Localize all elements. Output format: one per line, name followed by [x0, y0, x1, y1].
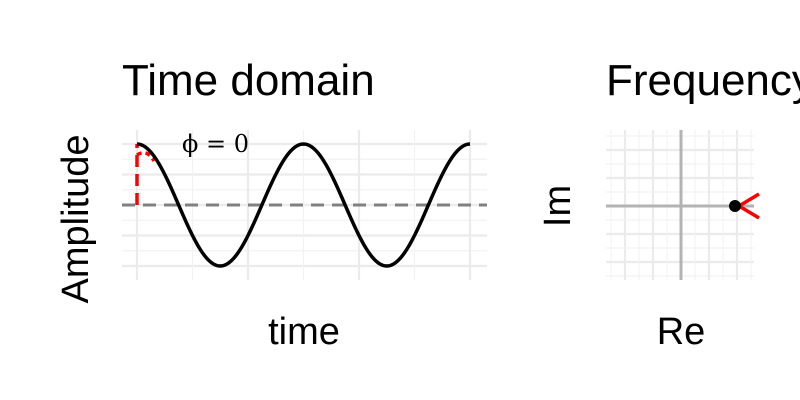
frequency-domain-marks — [729, 192, 760, 220]
phase-arc — [136, 150, 156, 162]
freq-y-axis-label: Im — [537, 185, 579, 227]
time-y-axis-label: Amplitude — [55, 135, 97, 304]
phasor-arrow — [738, 192, 760, 220]
time-domain-panel: Time domain ϕ = 0 time Amplitude — [55, 56, 487, 353]
time-domain-title: Time domain — [122, 56, 375, 105]
frequency-domain-panel: Frequency domain Re Im — [537, 56, 800, 353]
signal-line — [136, 142, 471, 268]
phasor-point — [729, 200, 741, 212]
phase-annotation: ϕ = 0 — [182, 130, 249, 158]
freq-x-axis-label: Re — [657, 311, 706, 353]
time-domain-lines — [122, 142, 487, 268]
frequency-domain-title: Frequency domain — [606, 56, 800, 105]
time-x-axis-label: time — [268, 311, 340, 353]
